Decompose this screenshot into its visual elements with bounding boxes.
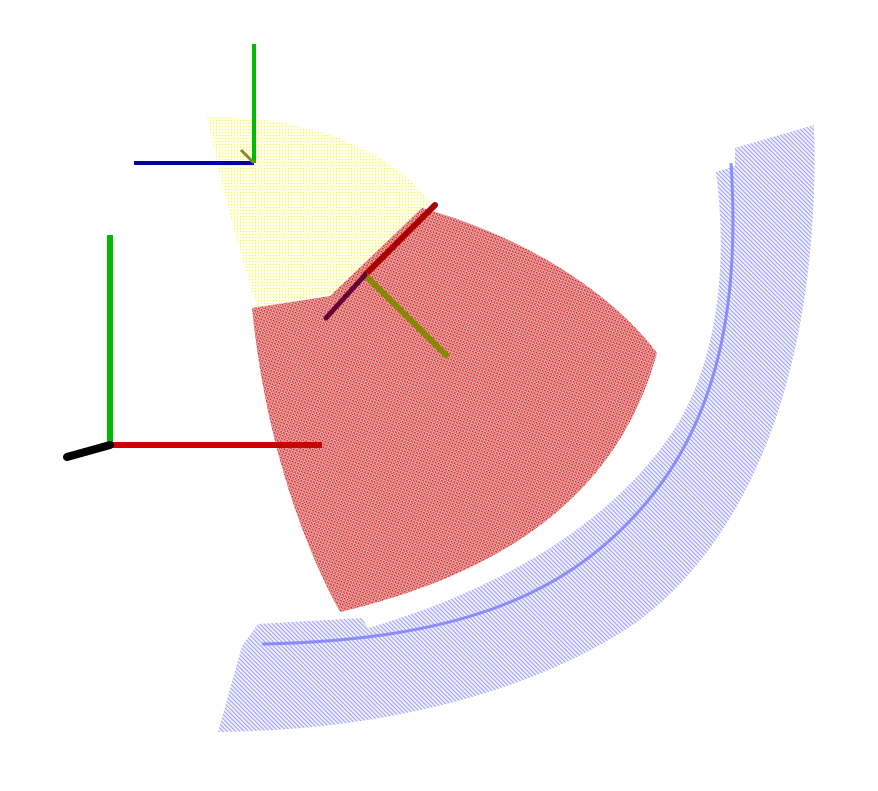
upper-axes xyxy=(134,44,256,165)
upper-x-axis xyxy=(239,148,256,165)
blue-point-cloud xyxy=(218,125,815,732)
red-frame-z-axis xyxy=(323,272,368,321)
red-point-cloud xyxy=(252,208,657,612)
blue-band-stripe xyxy=(261,162,735,646)
main-z-axis xyxy=(63,441,114,461)
red-cloud-axes xyxy=(323,202,451,360)
red-frame-x-axis xyxy=(362,202,438,278)
red-frame-y-axis xyxy=(362,272,451,360)
main-axes xyxy=(63,235,322,461)
